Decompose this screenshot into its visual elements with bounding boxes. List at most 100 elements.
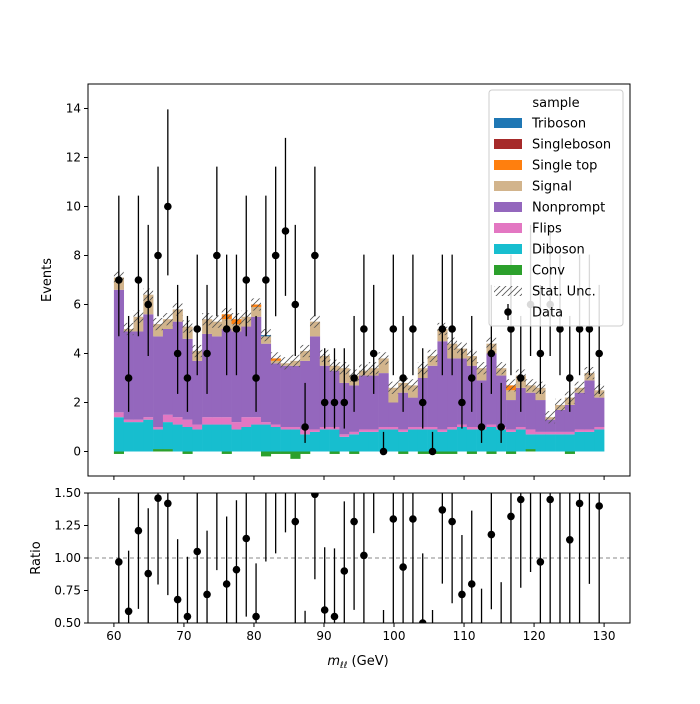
bar-flips — [368, 429, 379, 432]
ratio-point — [311, 493, 319, 499]
y-axis-label-ratio: Ratio — [29, 541, 44, 574]
ratio-point — [173, 595, 182, 604]
bar-flips — [378, 427, 389, 430]
bar-flips — [182, 419, 193, 427]
data-point — [389, 325, 398, 333]
bar-flips — [280, 427, 291, 430]
legend-marker-data — [504, 308, 512, 316]
bar-nonprompt — [280, 365, 291, 427]
data-point — [556, 325, 564, 333]
x-tick-label: 90 — [316, 629, 331, 643]
bar-flips — [211, 417, 223, 425]
bar-nonprompt — [231, 331, 242, 423]
stat-unc-band — [574, 381, 585, 394]
bar-flips — [192, 424, 203, 430]
legend-label-data: Data — [532, 306, 563, 321]
data-point — [154, 251, 162, 260]
bar-conv — [398, 451, 409, 454]
legend-label-triboson: Triboson — [531, 117, 586, 132]
stat-unc-band — [408, 379, 418, 392]
bar-flips — [251, 417, 262, 425]
bar-signal — [251, 306, 262, 317]
data-point — [183, 374, 192, 382]
ratio-point — [565, 536, 574, 544]
x-axis-label: mℓℓ (GeV) — [327, 654, 388, 671]
ratio-point — [586, 474, 594, 482]
bar-signal — [506, 390, 517, 401]
bar-flips — [545, 431, 556, 435]
data-point — [252, 374, 260, 382]
stat-unc-band — [309, 315, 320, 328]
stat-unc-band — [555, 398, 565, 412]
stat-unc-band — [545, 411, 556, 424]
bar-flips — [113, 412, 125, 418]
data-point — [330, 398, 339, 407]
bar-diboson — [545, 434, 556, 452]
bar-nonprompt — [368, 375, 379, 430]
legend-label-conv: Conv — [532, 264, 565, 279]
ratio-point — [242, 534, 251, 543]
ratio-point — [516, 495, 525, 504]
ratio-point — [222, 580, 231, 588]
data-point — [467, 374, 476, 382]
bar-flips — [574, 429, 585, 432]
data-point — [213, 251, 221, 260]
data-point — [173, 349, 182, 358]
data-point — [193, 325, 202, 333]
main-y-tick-label: 8 — [73, 249, 81, 263]
data-point — [360, 325, 368, 333]
bar-diboson — [143, 419, 154, 452]
ratio-point — [478, 639, 486, 647]
data-point — [222, 325, 231, 333]
data-point — [565, 374, 574, 382]
data-point — [115, 276, 123, 284]
ratio-point — [448, 517, 456, 526]
bar-nonprompt — [555, 409, 566, 432]
bar-nonprompt — [447, 358, 458, 427]
bar-diboson — [349, 434, 360, 452]
bar-conv — [290, 451, 301, 459]
bar-flips — [564, 431, 575, 435]
stat-unc-band — [476, 362, 487, 375]
data-point — [232, 325, 241, 333]
bar-flips — [241, 417, 252, 427]
bar-nonprompt — [545, 419, 556, 432]
bar-diboson — [359, 431, 370, 452]
stat-unc-band — [378, 352, 389, 365]
stat-unc-band — [153, 317, 163, 331]
legend-label-diboson: Diboson — [532, 243, 585, 258]
ratio-y-tick-label: 1.00 — [54, 551, 81, 565]
main-y-tick-label: 6 — [73, 298, 81, 312]
data-point — [575, 325, 584, 333]
data-point — [311, 251, 319, 260]
ratio-point — [458, 590, 466, 599]
bar-conv — [153, 449, 164, 452]
bar-diboson — [113, 417, 125, 452]
bar-flips — [525, 429, 536, 435]
ratio-points — [88, 474, 630, 647]
main-y-tick-label: 4 — [73, 347, 81, 361]
legend-swatch-nonprompt — [494, 202, 522, 212]
ratio-point — [438, 506, 447, 514]
bar-diboson — [515, 429, 526, 452]
bar-flips — [594, 427, 605, 430]
data-point — [379, 447, 388, 456]
data-point — [516, 374, 525, 382]
stat-unc-band — [251, 298, 261, 311]
bar-diboson — [182, 427, 193, 452]
bar-conv — [417, 451, 428, 454]
bar-diboson — [280, 429, 291, 452]
bar-flips — [349, 431, 360, 435]
bar-diboson — [486, 427, 497, 452]
bar-nonprompt — [359, 375, 370, 430]
bar-flips — [515, 427, 526, 430]
data-point — [134, 276, 143, 284]
bar-diboson — [466, 429, 477, 452]
bar-flips — [202, 417, 213, 425]
bar-nonprompt — [241, 326, 252, 418]
bar-diboson — [398, 431, 409, 452]
stat-unc-band — [280, 357, 291, 370]
bar-nonprompt — [525, 392, 536, 430]
